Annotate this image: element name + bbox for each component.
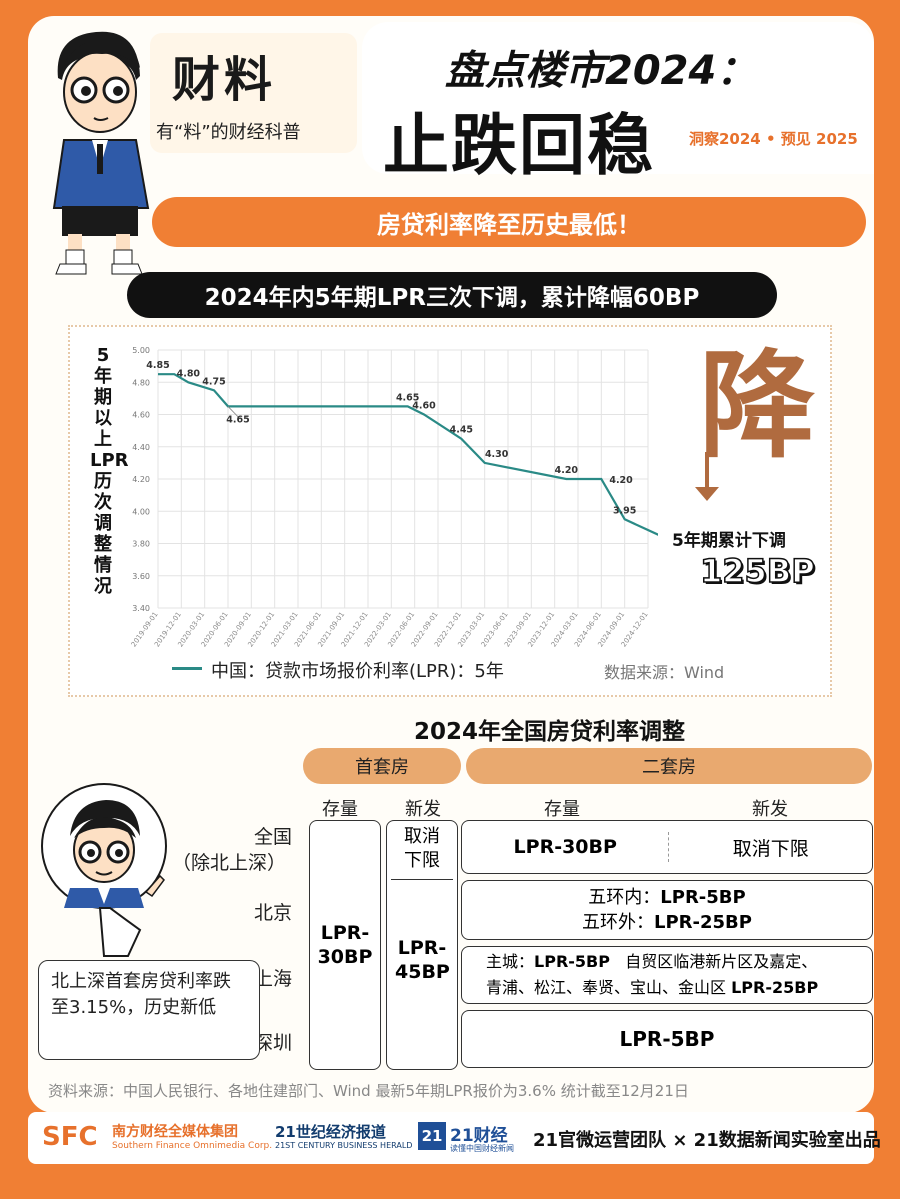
data-label: 4.60 [412, 401, 436, 412]
second-beijing-cell: 五环内：LPR-5BP 五环外：LPR-25BP [461, 880, 873, 940]
data-source: 资料来源：中国人民银行、各地住建部门、Wind 最新5年期LPR报价为3.6% … [48, 1082, 689, 1100]
data-label: 4.80 [177, 368, 201, 379]
data-label: 4.75 [202, 376, 225, 387]
y-tick-label: 4.40 [132, 443, 150, 452]
data-label: 4.65 [396, 392, 419, 403]
y-tick-label: 4.20 [132, 475, 150, 484]
sfc-english-name: Southern Finance Omnimedia Corp. [112, 1141, 273, 1151]
y-tick-label: 3.40 [132, 604, 150, 613]
brand-subtitle: 有“料”的财经科普 [156, 122, 301, 143]
chart-source: 数据来源：Wind [604, 663, 725, 682]
c21-logo: 21财经 [450, 1126, 508, 1146]
second-home-header: 二套房 [466, 748, 872, 784]
first-new-cell: 取消下限 LPR-45BP [386, 820, 458, 1070]
sfc-name: 南方财经全媒体集团 [112, 1124, 238, 1140]
y-tick-label: 4.00 [132, 507, 150, 516]
col-first-new: 新发 [405, 799, 441, 820]
y-tick-label: 3.80 [132, 540, 150, 549]
row-label-shanghai: 上海 [254, 968, 293, 990]
legend-swatch [172, 667, 202, 670]
row-label-beijing: 北京 [254, 902, 293, 924]
second-national-new: 取消下限 [732, 837, 809, 860]
data-label: 4.20 [609, 475, 633, 486]
cumulative-cut-label: 5年期累计下调 [672, 531, 786, 551]
data-label: 3.95 [613, 505, 636, 516]
data-label: 4.45 [450, 425, 473, 436]
col-first-existing: 存量 [322, 799, 358, 820]
headline-banner: 房贷利率降至历史最低！ [152, 197, 866, 247]
data-label: 4.65 [226, 414, 249, 425]
col-second-existing: 存量 [544, 799, 580, 820]
sfc-logo: SFC [42, 1122, 98, 1152]
chart-legend: 中国：贷款市场报价利率(LPR)：5年 [211, 661, 504, 682]
second-shenzhen-cell: LPR-5BP [461, 1010, 873, 1068]
footer-bar [28, 1112, 874, 1164]
data-label: 4.30 [485, 449, 509, 460]
lpr-series-line [158, 373, 658, 536]
row-label-national: 全国 [254, 826, 293, 848]
cumulative-cut-value: 125BP [699, 551, 815, 591]
c21-badge: 21 [418, 1122, 446, 1150]
page-title-line2: 止跌回稳 [383, 107, 655, 184]
producer-credit: 21官微运营团队 × 21数据新闻实验室出品 [533, 1130, 881, 1151]
title-box [362, 22, 874, 174]
c21-slogan: 读懂中国财经新闻 [450, 1144, 514, 1153]
label-leader-line [227, 406, 240, 419]
first-home-header: 首套房 [303, 748, 461, 784]
tagline: 洞察2024 • 预见 2025 [689, 130, 858, 148]
page-title-line1: 盘点楼市2024： [445, 48, 757, 94]
chart-y-axis-label: 5年期以上LPR历次调整情况 [90, 345, 129, 597]
note-box: 北上深首套房贷利率跌至3.15%，历史新低 [38, 960, 260, 1060]
table-title: 2024年全国房贷利率调整 [414, 719, 686, 745]
second-shanghai-cell: 主城：LPR-5BP 自贸区临港新片区及嘉定、 青浦、松江、奉贤、宝山、金山区 … [461, 946, 873, 1004]
second-national-cell: LPR-30BP 取消下限 [461, 820, 873, 874]
second-national-existing: LPR-30BP [513, 836, 617, 858]
lpr-line-chart: 5.004.804.604.404.204.003.803.603.402019… [130, 346, 658, 648]
down-arrow-head-icon [695, 487, 719, 501]
mascot-circle-illustration [41, 783, 167, 957]
speech-tail [156, 166, 186, 196]
y-tick-label: 4.60 [132, 411, 150, 420]
col-second-new: 新发 [752, 799, 788, 820]
y-tick-label: 4.80 [132, 378, 150, 387]
data-label: 4.85 [146, 360, 169, 371]
data-label: 4.20 [555, 465, 579, 476]
brand-box [150, 33, 357, 153]
down-arrow-icon [705, 452, 709, 492]
row-label-national-note: （除北上深） [172, 852, 287, 874]
row-label-shenzhen: 深圳 [254, 1032, 293, 1054]
cbh-english-name: 21ST CENTURY BUSINESS HERALD [275, 1141, 413, 1150]
mascot-illustration [52, 31, 150, 275]
y-tick-label: 3.60 [132, 572, 150, 581]
first-existing-cell: LPR-30BP [309, 820, 381, 1070]
y-tick-label: 5.00 [132, 346, 150, 355]
brand-logo: 财料 [172, 52, 277, 108]
first-new-national: 取消下限 [404, 826, 440, 871]
first-new-bsz: LPR-45BP [395, 937, 450, 983]
big-decline-character: 降 [699, 339, 815, 474]
subheadline-pill: 2024年内5年期LPR三次下调，累计降幅60BP [127, 272, 777, 318]
cbh-logo: 21世纪经济报道 [275, 1123, 386, 1141]
